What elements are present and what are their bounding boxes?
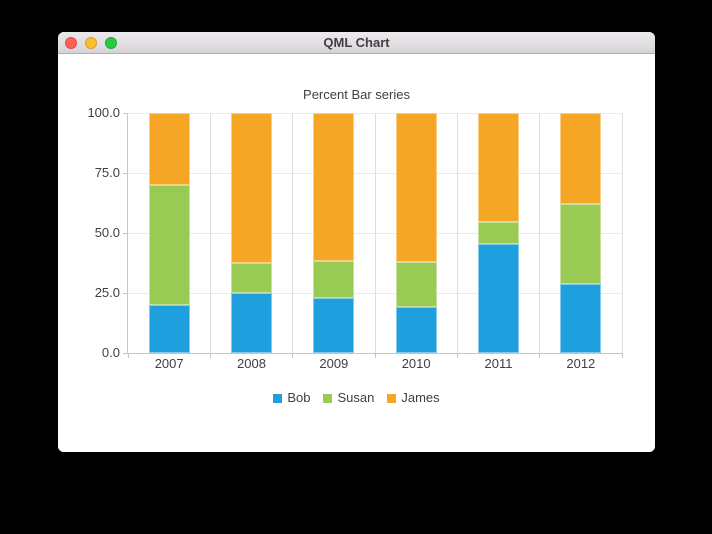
legend-marker-icon [273, 393, 283, 403]
x-axis-tick [209, 353, 211, 358]
bar-segment-susan-2009 [313, 260, 355, 298]
bar-segment-bob-2011 [478, 243, 519, 353]
legend-marker-icon [387, 393, 397, 403]
y-tick-label: 50.0 [94, 225, 120, 240]
x-axis-tick [456, 353, 458, 358]
bar-segment-james-2009 [313, 113, 355, 261]
x-axis-line [127, 353, 622, 354]
v-gridline [292, 113, 294, 353]
y-tick-label: 75.0 [94, 165, 120, 180]
zoom-button[interactable] [105, 36, 117, 49]
y-axis-line [127, 113, 128, 353]
x-axis-tick [127, 353, 129, 358]
y-axis-tick [123, 172, 128, 174]
x-axis-tick [539, 353, 541, 358]
x-tick-label: 2012 [566, 356, 596, 371]
x-tick-label: 2010 [401, 356, 431, 371]
chart-title: Percent Bar series [303, 87, 410, 102]
bar-segment-bob-2010 [395, 307, 437, 353]
legend-item-james: James [387, 390, 440, 406]
y-tick-label: 0.0 [101, 345, 120, 360]
v-gridline [621, 113, 623, 353]
x-tick-label: 2009 [319, 356, 349, 371]
bar-segment-james-2011 [478, 113, 519, 223]
bar-segment-james-2008 [231, 113, 272, 263]
bar-segment-james-2012 [560, 113, 602, 205]
y-tick-label: 25.0 [94, 285, 120, 300]
bar-segment-bob-2012 [560, 284, 602, 353]
legend-item-bob: Bob [273, 390, 310, 406]
y-axis-tick [123, 352, 128, 354]
chart-view: Percent Bar series 100.0 75.0 50.0 25.0 0.0 2… [58, 54, 655, 452]
bar-segment-james-2007 [148, 113, 190, 185]
window-title: QML Chart [323, 35, 390, 50]
bar-segment-susan-2011 [478, 222, 519, 244]
legend-label: Bob [287, 390, 311, 405]
bar-segment-susan-2007 [148, 185, 190, 305]
y-axis-tick [123, 112, 128, 114]
app-window: QML Chart Percent Bar series 100.0 75.0 50… [58, 32, 655, 452]
bar-segment-james-2010 [395, 113, 437, 262]
x-axis-tick [374, 353, 376, 358]
bar-segment-bob-2008 [231, 293, 272, 353]
minimize-button[interactable] [85, 36, 97, 49]
y-tick-label: 100.0 [87, 105, 120, 120]
v-gridline [374, 113, 376, 353]
legend-marker-icon [323, 393, 333, 403]
legend-item-susan: Susan [323, 390, 374, 406]
x-axis-tick [292, 353, 294, 358]
chart-legend: Bob Susan James [58, 390, 655, 406]
y-axis-tick [123, 292, 128, 294]
window-titlebar[interactable]: QML Chart [58, 32, 655, 54]
bar-segment-susan-2010 [395, 261, 437, 308]
x-tick-label: 2011 [484, 356, 513, 371]
x-axis-tick [621, 353, 623, 358]
legend-label: Susan [337, 390, 375, 405]
x-tick-label: 2008 [237, 356, 266, 371]
bar-segment-susan-2008 [231, 263, 272, 293]
x-tick-label: 2007 [154, 356, 184, 371]
window-controls [65, 32, 117, 53]
bar-segment-bob-2007 [148, 305, 190, 353]
close-button[interactable] [65, 36, 77, 49]
y-axis-tick [123, 232, 128, 234]
legend-label: James [401, 390, 440, 405]
v-gridline [456, 113, 458, 353]
v-gridline [539, 113, 541, 353]
v-gridline [209, 113, 211, 353]
bar-segment-bob-2009 [313, 297, 355, 353]
bar-segment-susan-2012 [560, 204, 602, 285]
